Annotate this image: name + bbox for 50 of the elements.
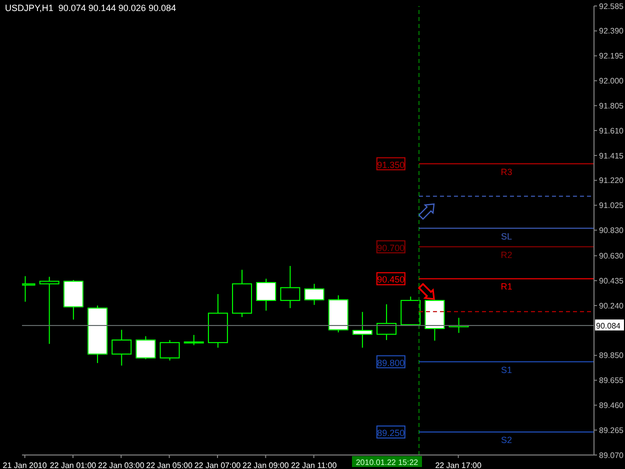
candlestick <box>136 336 156 360</box>
candlestick <box>280 265 300 309</box>
candlestick <box>112 329 132 366</box>
candlestick <box>352 311 372 348</box>
ref-line-label: S1 <box>500 364 512 375</box>
annotation: 90.450 <box>377 274 405 285</box>
annotation: 91.350 <box>377 160 405 170</box>
y-tick-label: 92.585 <box>599 2 624 11</box>
candlestick <box>184 334 204 346</box>
annotation: 89.800 <box>377 358 405 368</box>
candlestick <box>160 340 180 361</box>
ref-line-label: R2 <box>500 250 512 260</box>
ref-line-label: R3 <box>500 166 512 177</box>
x-tick-label: 22 Jan 11:00 <box>290 461 338 469</box>
y-tick-label: 90.830 <box>599 226 624 236</box>
annotation: 89.250 <box>377 428 405 438</box>
ref-line-label: R1 <box>500 282 512 292</box>
x-tick-label: 21 Jan 2010 <box>2 461 48 469</box>
y-tick-label: 89.850 <box>599 351 624 360</box>
y-tick-label: 91.415 <box>599 151 624 160</box>
y-tick-label: 91.610 <box>599 126 624 136</box>
y-tick-label: 90.630 <box>599 252 624 261</box>
x-tick-label: 22 Jan 03:00 <box>98 461 145 469</box>
ref-line-label: S2 <box>500 435 512 446</box>
candlestick <box>304 283 324 306</box>
y-tick-label: 91.025 <box>599 201 624 210</box>
y-tick-label: 90.240 <box>599 301 624 310</box>
x-tick-label: 22 Jan 17:00 <box>435 461 482 469</box>
y-tick-label: 89.265 <box>599 426 624 435</box>
ref-line-label: SL <box>500 231 512 242</box>
y-tick-label: 92.000 <box>599 76 624 86</box>
candlestick <box>39 276 60 344</box>
y-tick-label: 89.460 <box>599 401 624 410</box>
candlestick <box>376 304 397 341</box>
x-tick-label: 22 Jan 05:00 <box>146 461 193 469</box>
candlestick <box>256 278 276 312</box>
y-tick-label: 91.805 <box>599 101 624 110</box>
y-tick-label: 89.070 <box>599 450 624 460</box>
y-tick-label: 92.195 <box>599 52 624 61</box>
x-tick-label: 22 Jan 01:00 <box>50 461 97 469</box>
y-tick-label: 90.435 <box>599 276 624 286</box>
x-tick-label: 22 Jan 07:00 <box>194 461 242 469</box>
ref-line-label: 2010.01.22 15:22 <box>356 458 419 467</box>
annotation: 90.700 <box>377 242 405 253</box>
ref-line-label: 90.084 <box>596 321 622 330</box>
y-tick-label: 89.655 <box>599 376 624 386</box>
chart-title: USDJPY,H1 90.074 90.144 90.026 90.084 <box>5 3 176 13</box>
y-tick-label: 91.220 <box>599 176 624 186</box>
x-tick-label: 22 Jan 09:00 <box>242 461 290 469</box>
y-tick-label: 92.390 <box>599 26 624 36</box>
